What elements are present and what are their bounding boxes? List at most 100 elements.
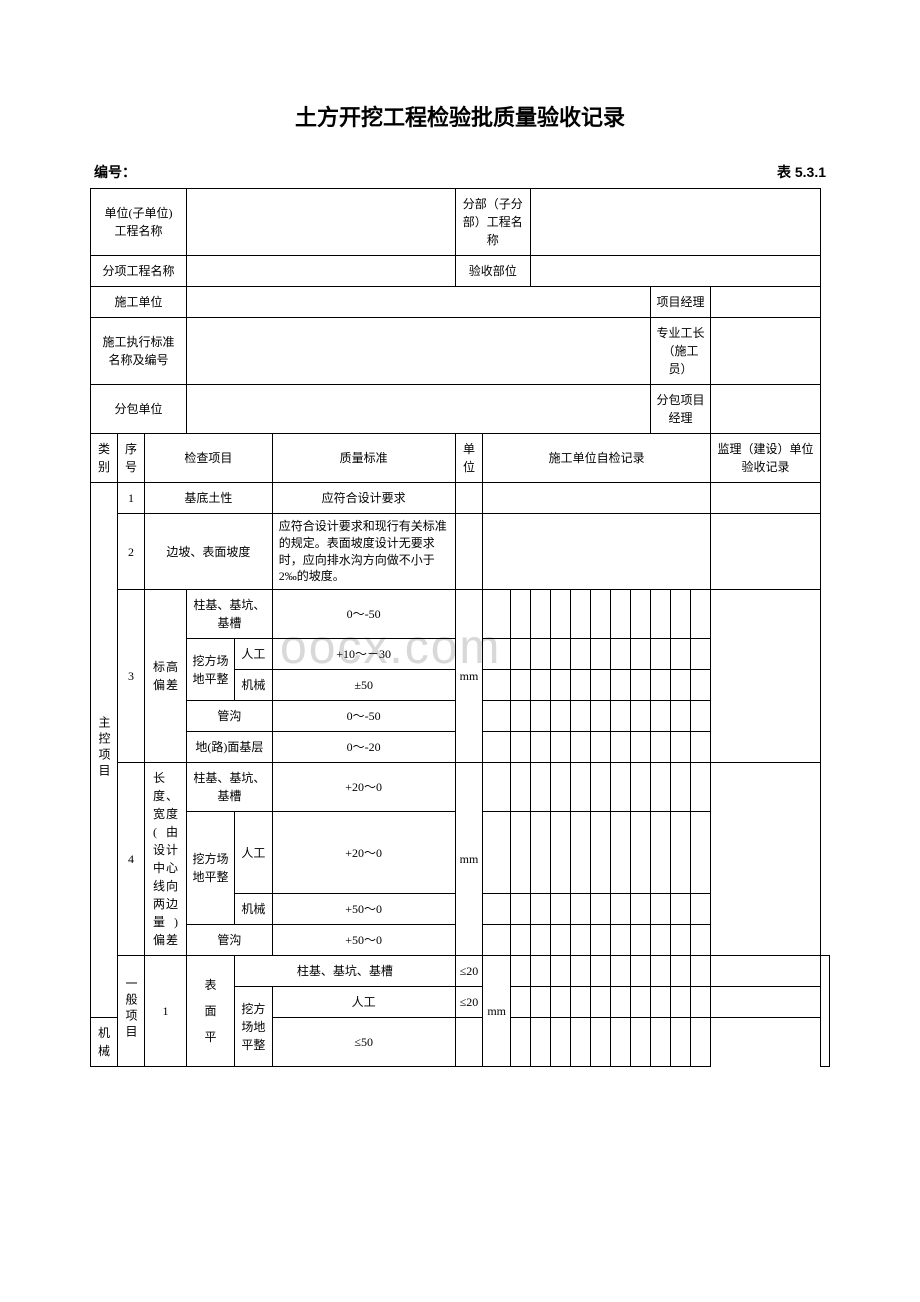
table-cell	[670, 956, 690, 987]
page-title: 土方开挖工程检验批质量验收记录	[90, 100, 830, 132]
table-cell	[630, 894, 650, 925]
table-cell	[590, 894, 610, 925]
main-r3-unit: mm	[455, 590, 483, 763]
table-cell	[690, 590, 710, 639]
main-r3-sub4-std: 0～-20	[272, 732, 455, 763]
table-cell	[570, 987, 590, 1018]
table-cell	[630, 956, 650, 987]
table-cell	[630, 925, 650, 956]
table-cell	[483, 590, 511, 639]
table-cell	[550, 812, 570, 894]
table-cell	[530, 894, 550, 925]
table-cell	[710, 956, 820, 987]
inspection-table: 单位(子单位) 工程名称 分部（子分部）工程名称 分项工程名称 验收部位 施工单…	[90, 188, 830, 1067]
main-r2-unit	[455, 514, 483, 590]
table-cell	[510, 590, 530, 639]
table-cell	[670, 732, 690, 763]
subcontractor-value	[187, 385, 651, 434]
table-cell	[630, 732, 650, 763]
main-r3-sub2a-std: +10～－30	[272, 639, 455, 670]
table-cell	[670, 1018, 690, 1067]
main-r1-std: 应符合设计要求	[272, 483, 455, 514]
pm-value	[710, 287, 820, 318]
gen-r1-item: 表 面 平	[187, 956, 235, 1067]
table-cell	[550, 763, 570, 812]
main-r2-std: 应符合设计要求和现行有关标准的规定。表面坡度设计无要求时，应向排水沟方向做不小于…	[272, 514, 455, 590]
table-cell	[630, 670, 650, 701]
table-cell	[650, 590, 670, 639]
main-r4-sub1-std: +20～0	[272, 763, 455, 812]
main-r4-unit: mm	[455, 763, 483, 956]
table-cell	[610, 987, 630, 1018]
table-cell	[483, 732, 511, 763]
constructor-value	[187, 287, 651, 318]
table-cell	[650, 894, 670, 925]
table-cell	[630, 590, 650, 639]
category-general: 一般项目	[118, 956, 145, 1067]
gen-r1-sub2b-std: ≤50	[272, 1018, 455, 1067]
standard-value	[187, 318, 651, 385]
table-cell	[530, 812, 550, 894]
table-cell	[590, 763, 610, 812]
table-cell	[530, 925, 550, 956]
table-cell	[650, 701, 670, 732]
table-cell	[630, 701, 650, 732]
table-cell	[550, 987, 570, 1018]
table-cell	[570, 894, 590, 925]
table-cell	[510, 925, 530, 956]
gen-r1-sub2a-label: 人工	[272, 987, 455, 1018]
main-r1-check	[483, 483, 711, 514]
gen-r1-sub1-std: ≤20	[455, 956, 483, 987]
main-r3-sub1-std: 0～-50	[272, 590, 455, 639]
table-cell	[510, 987, 530, 1018]
table-cell	[690, 763, 710, 812]
table-cell	[510, 670, 530, 701]
table-cell	[670, 812, 690, 894]
gen-r1-sup	[820, 956, 829, 1067]
gen-r1-sub2b-label: 机械	[91, 1018, 118, 1067]
main-r2-check	[483, 514, 711, 590]
table-cell	[590, 925, 610, 956]
gen-r1-sub2-label: 挖方场地平整	[235, 987, 273, 1067]
table-cell	[530, 670, 550, 701]
sub-pm-label: 分包项目经理	[650, 385, 710, 434]
table-cell	[570, 732, 590, 763]
main-r4-sub2b-std: +50～0	[272, 894, 455, 925]
table-cell	[610, 701, 630, 732]
table-cell	[550, 701, 570, 732]
table-cell	[690, 701, 710, 732]
subitem-label: 分项工程名称	[91, 256, 187, 287]
standard-label: 施工执行标准 名称及编号	[91, 318, 187, 385]
table-cell	[510, 701, 530, 732]
col-category: 类别	[91, 434, 118, 483]
doc-number-label: 编号：	[94, 162, 136, 182]
main-r3-sub1-label: 柱基、基坑、基槽	[187, 590, 273, 639]
table-cell	[590, 987, 610, 1018]
table-cell	[570, 590, 590, 639]
table-cell	[570, 925, 590, 956]
table-cell	[590, 812, 610, 894]
table-cell	[670, 701, 690, 732]
main-r3-sub3-label: 管沟	[187, 701, 273, 732]
accept-part-value	[530, 256, 820, 287]
table-cell	[550, 894, 570, 925]
table-cell	[550, 639, 570, 670]
table-cell	[630, 812, 650, 894]
table-cell	[530, 763, 550, 812]
unit-name-value	[187, 189, 456, 256]
table-cell	[610, 590, 630, 639]
table-cell	[650, 1018, 670, 1067]
table-cell	[590, 732, 610, 763]
table-cell	[670, 670, 690, 701]
table-cell	[610, 956, 630, 987]
main-r4-sub3-label: 管沟	[187, 925, 273, 956]
table-cell	[510, 639, 530, 670]
main-r2-sup	[710, 514, 820, 590]
main-r4-sub3-std: +50～0	[272, 925, 455, 956]
col-quality-std: 质量标准	[272, 434, 455, 483]
subcontractor-label: 分包单位	[91, 385, 187, 434]
table-cell	[483, 925, 511, 956]
foreman-value	[710, 318, 820, 385]
main-r4-sub2b-label: 机械	[235, 894, 273, 925]
main-r2-seq: 2	[118, 514, 145, 590]
